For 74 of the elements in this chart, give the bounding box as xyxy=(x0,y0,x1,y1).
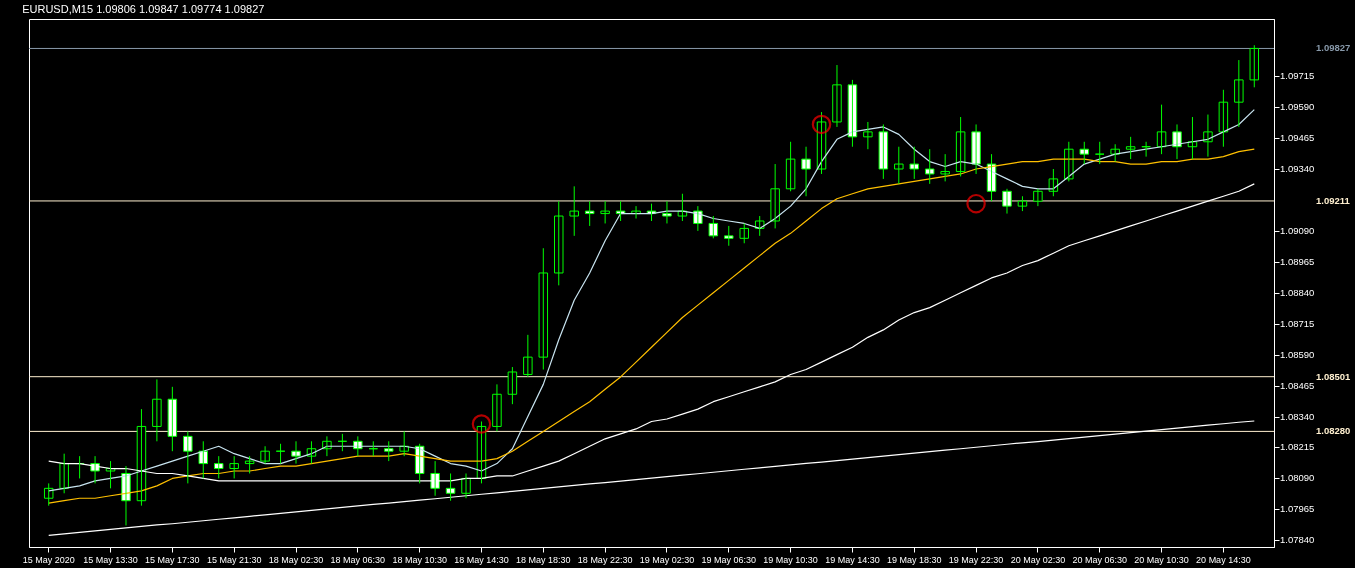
x-tick-label: 18 May 02:30 xyxy=(268,554,324,565)
candlestick xyxy=(584,200,595,227)
ref-line-label: 1.08501 xyxy=(1316,370,1352,382)
candlestick xyxy=(554,200,564,286)
x-tick-label: 19 May 14:30 xyxy=(825,554,880,565)
y-tick-label: 1.08590 xyxy=(1280,348,1315,360)
candlestick xyxy=(708,215,719,239)
y-tick-label: 1.08215 xyxy=(1280,441,1315,453)
y-tick-label: 1.08840 xyxy=(1280,286,1315,298)
point xyxy=(471,414,492,434)
x-tick-label: 18 May 22:30 xyxy=(577,554,633,565)
x-tick-label: 20 May 14:30 xyxy=(1196,554,1251,565)
point xyxy=(811,114,832,135)
candlestick xyxy=(801,146,811,197)
x-tick-label: 20 May 06:30 xyxy=(1072,554,1127,565)
candlestick xyxy=(538,247,549,371)
y-tick-label: 1.07965 xyxy=(1280,503,1315,515)
candlestick xyxy=(1125,136,1136,160)
candlestick xyxy=(229,455,239,479)
candlestick xyxy=(894,146,904,185)
candlestick xyxy=(662,200,672,224)
candlestick xyxy=(955,116,966,177)
x-tick-label: 15 May 21:30 xyxy=(206,554,262,565)
candlestick xyxy=(507,366,518,405)
x-tick-label: 19 May 22:30 xyxy=(948,554,1004,565)
y-tick-label: 1.08965 xyxy=(1280,255,1315,267)
y-tick-label: 1.09090 xyxy=(1280,224,1315,236)
x-tick-label: 18 May 10:30 xyxy=(392,554,447,565)
candlestick xyxy=(43,482,54,507)
line-series xyxy=(48,420,1255,536)
candlestick xyxy=(1218,89,1229,148)
candlestick xyxy=(1234,59,1244,128)
candlestick xyxy=(940,153,950,182)
ref-line-label: 1.09827 xyxy=(1316,42,1351,54)
y-tick-label: 1.09590 xyxy=(1280,101,1315,113)
x-tick-label: 18 May 18:30 xyxy=(516,554,571,565)
x-tick-label: 19 May 10:30 xyxy=(763,554,818,565)
candlestick xyxy=(739,222,749,244)
x-tick-label: 19 May 06:30 xyxy=(701,554,757,565)
candlestick xyxy=(569,185,579,237)
y-tick-label: 1.09465 xyxy=(1280,132,1315,144)
chart-title: EURUSD,M15 1.09806 1.09847 1.09774 1.09827 xyxy=(22,3,265,15)
y-tick-label: 1.08715 xyxy=(1280,317,1315,329)
point xyxy=(966,193,986,214)
candlestick xyxy=(167,386,178,452)
candlestick xyxy=(213,455,224,479)
y-tick-label: 1.08465 xyxy=(1280,379,1315,391)
ref-line-label: 1.08280 xyxy=(1316,425,1351,437)
x-tick-label: 18 May 14:30 xyxy=(454,554,509,565)
x-tick-label: 15 May 17:30 xyxy=(145,554,200,565)
x-tick-label: 15 May 13:30 xyxy=(83,554,138,565)
candlestick xyxy=(600,200,610,224)
x-tick-label: 18 May 06:30 xyxy=(330,554,386,565)
candlestick xyxy=(724,225,734,247)
y-tick-label: 1.09715 xyxy=(1280,70,1315,82)
candlestick xyxy=(1048,168,1059,197)
candlestick xyxy=(244,455,255,474)
x-tick-label: 19 May 18:30 xyxy=(886,554,942,565)
candlestick xyxy=(785,141,796,192)
x-tick-label: 15 May 2020 xyxy=(22,554,75,565)
ref-line-label: 1.09211 xyxy=(1316,194,1351,206)
y-tick-label: 1.07840 xyxy=(1280,534,1315,546)
candlestick xyxy=(878,123,889,180)
x-tick-label: 19 May 02:30 xyxy=(639,554,695,565)
x-tick-label: 20 May 02:30 xyxy=(1010,554,1066,565)
candlestick xyxy=(1249,44,1260,88)
y-tick-label: 1.08340 xyxy=(1280,410,1315,422)
y-tick-label: 1.09340 xyxy=(1280,163,1315,175)
candlestick xyxy=(383,440,394,462)
candlestick xyxy=(924,148,935,185)
y-tick-label: 1.08090 xyxy=(1280,472,1315,484)
x-tick-label: 20 May 10:30 xyxy=(1134,554,1189,565)
candlestick xyxy=(909,146,920,180)
candlestick xyxy=(1079,141,1090,165)
